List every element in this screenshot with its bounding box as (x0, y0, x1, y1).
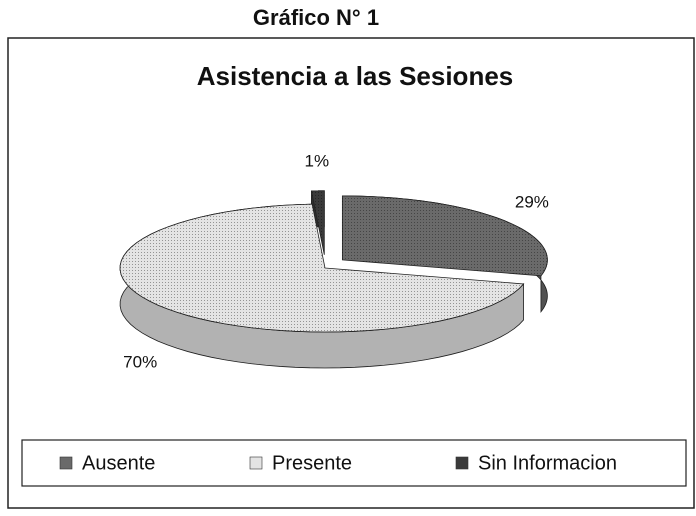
slice-texture (311, 190, 325, 255)
data-label: 29% (515, 193, 549, 212)
legend-label: Sin Informacion (478, 452, 617, 474)
data-label: 1% (304, 152, 329, 171)
legend-swatch (249, 456, 263, 470)
legend-label: Presente (272, 452, 352, 474)
legend-swatch (455, 456, 469, 470)
data-label: 70% (123, 353, 157, 372)
slice-texture (120, 204, 524, 332)
heading: Gráfico N° 1 (253, 5, 379, 30)
slice-texture (342, 195, 548, 276)
legend-swatch (59, 456, 73, 470)
legend-box (21, 439, 687, 487)
chart-title: Asistencia a las Sesiones (197, 61, 514, 91)
legend-label: Ausente (82, 452, 155, 474)
